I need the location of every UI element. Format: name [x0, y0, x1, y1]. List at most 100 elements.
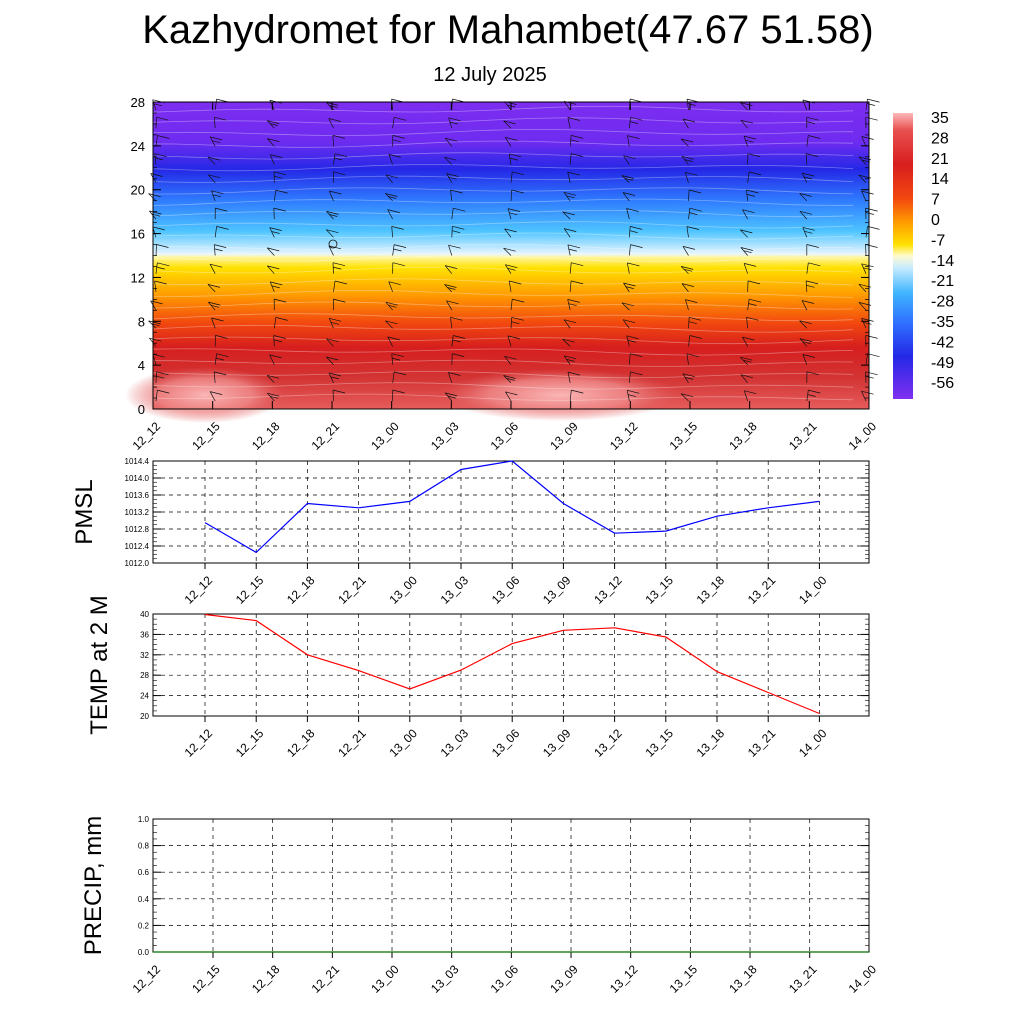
wind-barb-feather [154, 153, 167, 158]
wind-barb-staff [747, 171, 750, 183]
wind-barb-staff [333, 153, 336, 165]
wind-barb-feather [682, 246, 696, 250]
wind-barb-staff [682, 373, 689, 383]
y-tick-label: 20 [131, 183, 145, 198]
wind-barb-staff [213, 244, 216, 256]
wind-barb-feather [689, 207, 702, 212]
wind-barb-staff [563, 355, 571, 365]
wind-barb-staff [621, 302, 630, 311]
wind-barb-feather [275, 189, 288, 194]
wind-barb-staff [503, 375, 512, 384]
wind-barb-staff [328, 190, 334, 202]
wind-barb-feather [628, 394, 637, 397]
wind-barb-feather [273, 339, 283, 343]
wind-barb-feather [446, 173, 459, 177]
wind-barb-feather [391, 353, 404, 358]
wind-barb-staff [628, 98, 631, 111]
contour-line [152, 313, 854, 322]
colorbar-label: -56 [931, 375, 954, 392]
wind-barb-staff [391, 353, 394, 365]
y-tick-label: 1.0 [138, 815, 150, 824]
x-tick-label: 12_15 [189, 962, 223, 996]
wind-barb-feather [452, 230, 461, 234]
x-tick-label: 13_03 [438, 573, 472, 607]
wind-barb-feather [447, 287, 456, 290]
wind-barb-feather [799, 338, 812, 342]
wind-barb-feather [148, 320, 161, 325]
wind-barb-feather [562, 211, 575, 216]
wind-barb-feather [568, 248, 577, 252]
x-tick-label: 13_06 [488, 962, 522, 996]
wind-barb-staff [805, 280, 808, 292]
wind-barb-feather [567, 371, 581, 376]
wind-barb-feather [330, 321, 339, 325]
wind-barb-feather [155, 157, 164, 161]
wind-barb-feather [684, 268, 693, 272]
wind-barb-feather [153, 103, 163, 107]
wind-barb-staff [388, 281, 393, 292]
wind-barb-feather [630, 371, 643, 376]
wind-barb-feather [446, 300, 459, 305]
wind-barb-staff [444, 137, 453, 147]
wind-barb-feather [681, 283, 695, 287]
wind-barb-staff [806, 262, 809, 274]
wind-barb-feather [861, 318, 874, 322]
wind-barb-feather [393, 248, 402, 252]
x-tick-label: 13_00 [386, 726, 420, 760]
contour-lines [152, 105, 854, 401]
wind-barb-staff [563, 319, 571, 329]
wind-barb-staff [799, 211, 808, 220]
wind-barb-feather [865, 371, 878, 376]
wind-barb-feather [388, 196, 397, 199]
wind-barb-staff [740, 247, 748, 256]
wind-barb-staff [273, 317, 277, 329]
contour-line [152, 266, 854, 274]
wind-barb-feather [207, 156, 220, 161]
wind-barb-staff [333, 280, 336, 292]
x-tick-label: 14_00 [796, 573, 830, 607]
wind-barb-feather [808, 262, 821, 267]
contour-line [152, 359, 854, 367]
wind-barb-feather [385, 193, 398, 197]
wind-barb-staff [332, 389, 334, 402]
wind-barb-feather [504, 228, 517, 233]
x-tick-label: 12_21 [335, 573, 369, 607]
wind-barb-feather [157, 389, 170, 394]
wind-barb-feather [210, 263, 223, 268]
wind-barb-staff [508, 153, 512, 165]
wind-barb-feather [567, 299, 580, 303]
wind-barb-feather [387, 336, 400, 341]
colorbar-labels: 35 28 21 14 7 0 -7 -14 -21 -28 -35 -42 -49 -56 [931, 110, 954, 392]
wind-barb-feather [267, 247, 280, 252]
x-tick-label: 13_06 [489, 573, 523, 607]
wind-barb-staff [865, 353, 868, 365]
wind-barb-feather [448, 244, 461, 249]
wind-barb-staff [448, 245, 453, 256]
x-tick-label: 12_21 [309, 419, 343, 453]
wind-barb-feather [329, 105, 338, 108]
wind-barb-staff [688, 208, 691, 220]
x-tick-label: 12_18 [284, 726, 318, 760]
wind-barb-staff [746, 317, 749, 329]
wind-barb-feather [682, 373, 695, 378]
wind-barb-feather [801, 300, 815, 304]
wind-barb-staff [865, 99, 868, 111]
x-tick-label: 13_00 [386, 573, 420, 607]
wind-barb-staff [628, 226, 631, 238]
x-tick-label: 12_12 [182, 573, 216, 607]
y-tick-label: 28 [140, 671, 149, 680]
y-tick-label: 32 [140, 651, 149, 660]
wind-barb-feather [328, 118, 341, 122]
wind-barb-feather [863, 321, 872, 325]
wind-barb-feather [630, 116, 643, 121]
wind-barb-feather [334, 280, 348, 285]
wind-barb-feather [743, 135, 757, 140]
wind-barb-feather [686, 226, 699, 230]
wind-barb-feather [269, 227, 282, 231]
wind-barb-feather [866, 103, 875, 106]
wind-barb-staff [569, 390, 572, 402]
wind-barb-staff [328, 118, 334, 129]
wind-barb-staff [154, 280, 157, 292]
wind-barb-staff [385, 174, 393, 183]
wind-barb-feather [326, 338, 339, 343]
